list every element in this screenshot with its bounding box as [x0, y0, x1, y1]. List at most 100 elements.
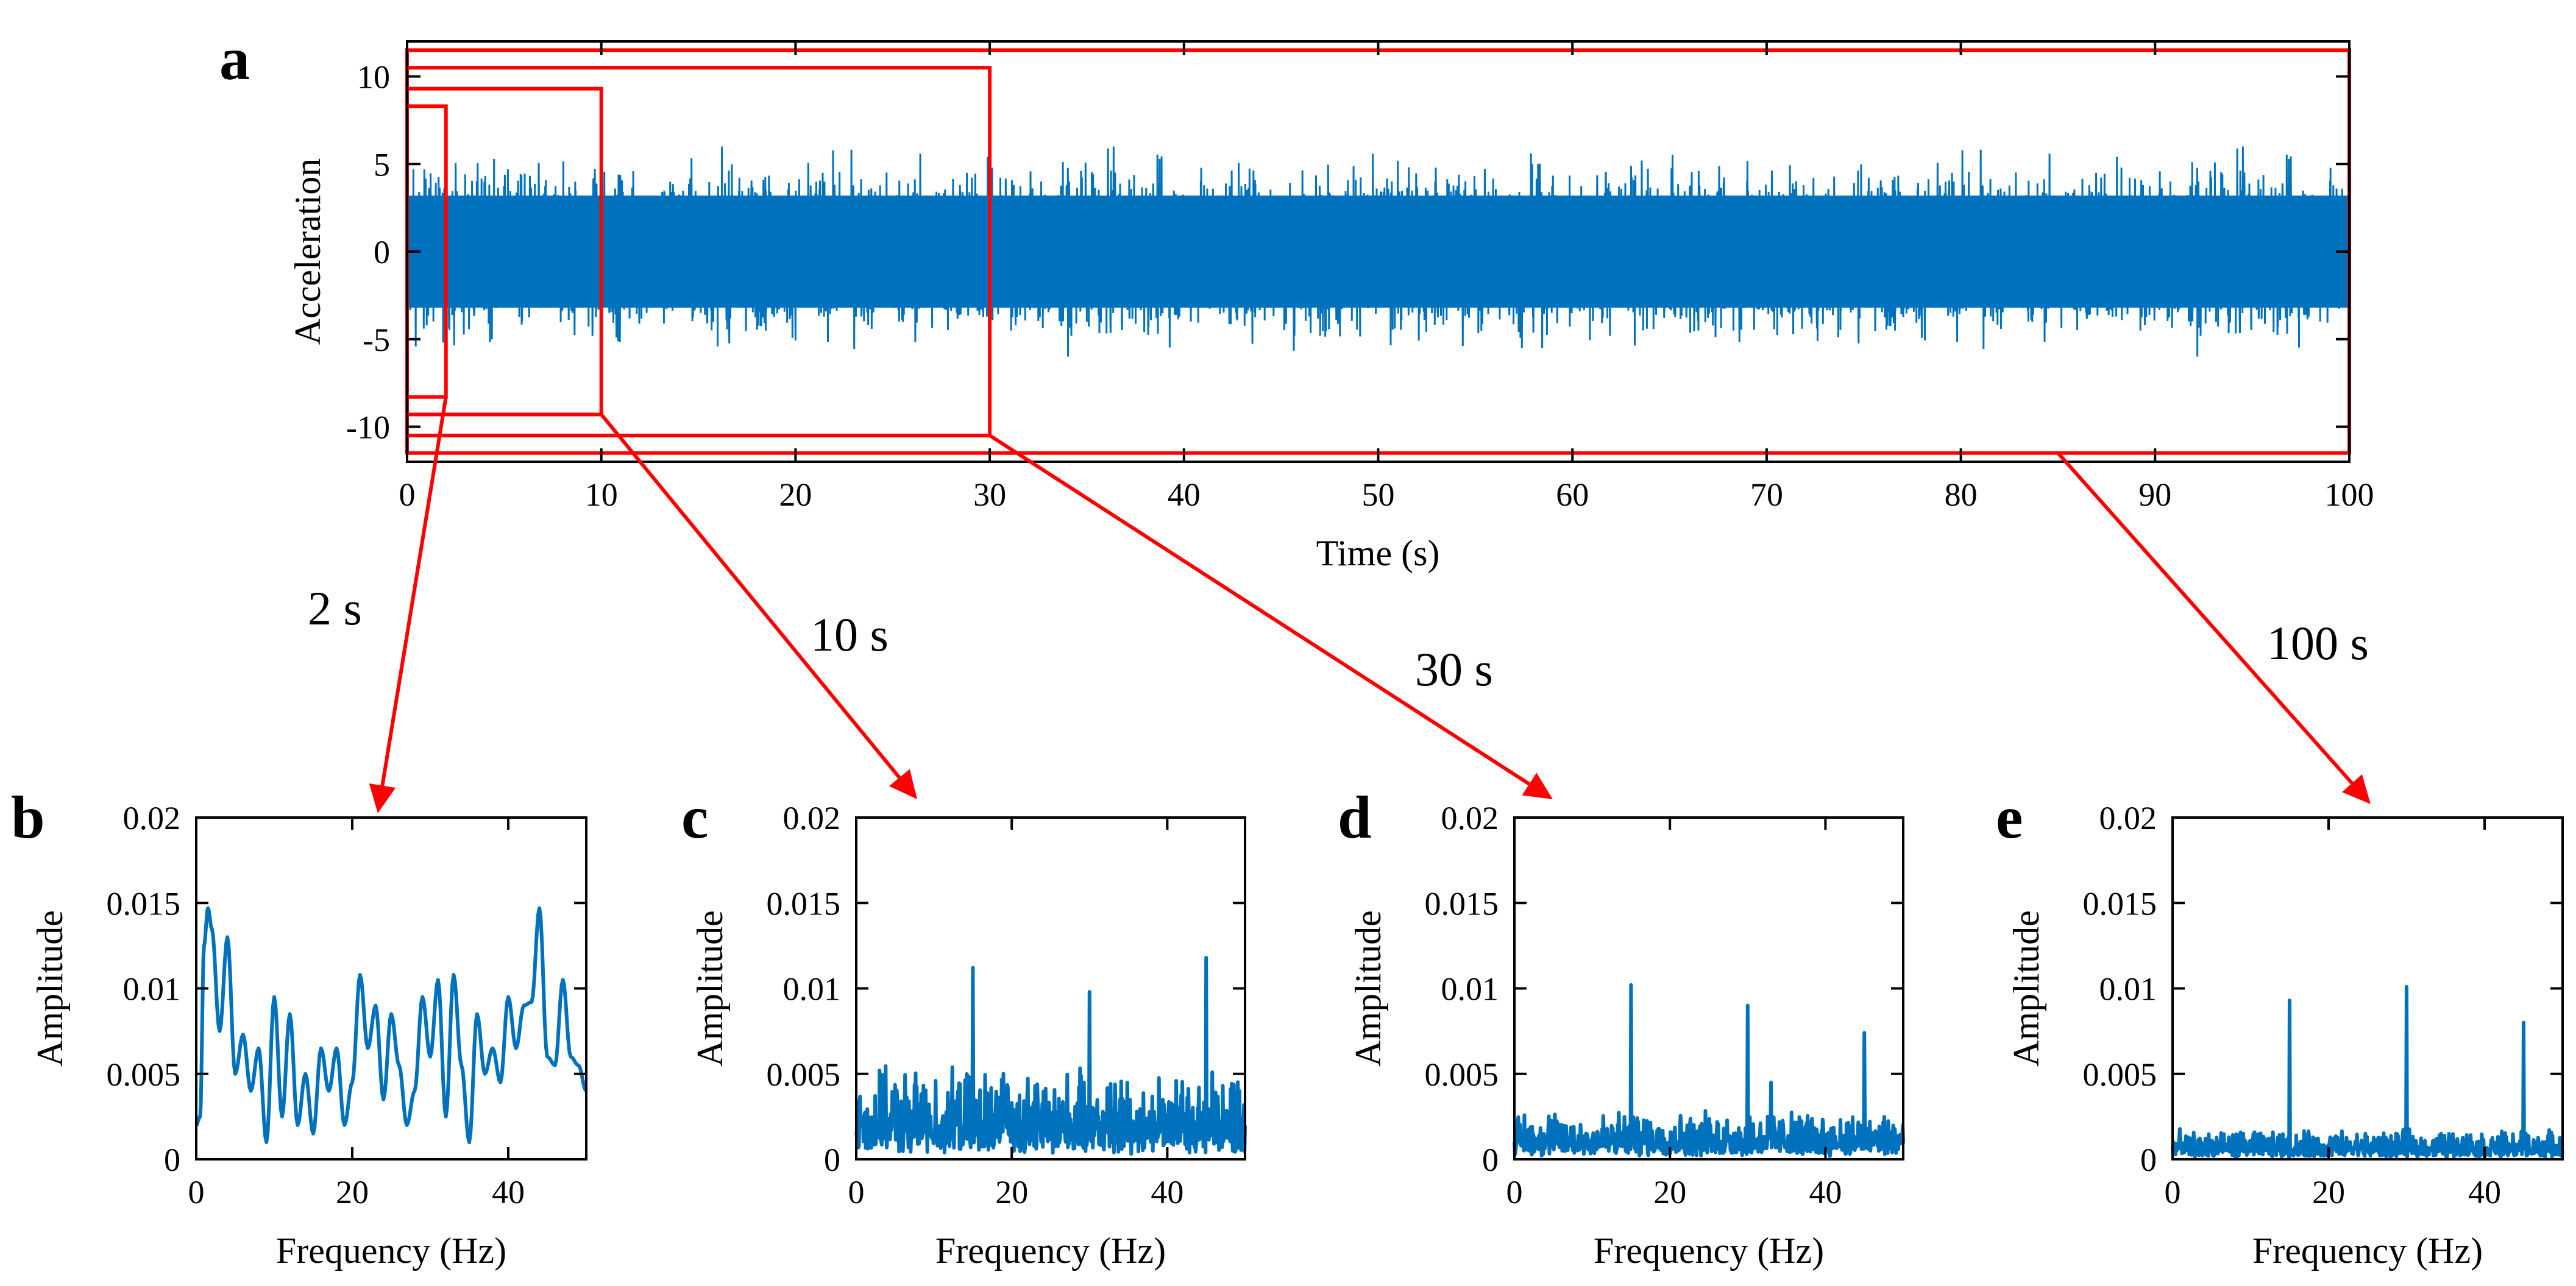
x-tick-label-a: 60	[1556, 476, 1589, 513]
x-tick-label-c: 0	[848, 1174, 865, 1210]
x-tick-label-a: 50	[1362, 476, 1395, 513]
panel-letter-e: e	[1996, 783, 2023, 851]
x-tick-label-a: 40	[1168, 476, 1201, 513]
arrow-line-2s	[380, 397, 448, 786]
arrow-head-2s	[369, 783, 396, 813]
y-ticks-e: 0.02 0.015 0.01 0.005 0	[2083, 800, 2563, 1178]
panel-letter-d: d	[1338, 783, 1372, 851]
y-tick-label-b: 0	[164, 1142, 180, 1178]
duration-label-100s: 100 s	[2267, 617, 2369, 669]
y-axis-label-e: Amplitude	[2006, 910, 2046, 1067]
x-tick-label-e: 40	[2468, 1174, 2501, 1210]
x-tick-label-b: 0	[188, 1174, 205, 1210]
x-tick-label-a: 20	[779, 476, 812, 513]
x-tick-label-e: 0	[2165, 1174, 2181, 1210]
y-axis-label-c: Amplitude	[690, 910, 730, 1067]
x-tick-label-c: 20	[995, 1174, 1028, 1210]
x-ticks-b: 0 20 40	[188, 818, 525, 1210]
y-axis-label-a: Acceleration	[288, 158, 328, 345]
panel-letter-a: a	[219, 25, 250, 93]
y-tick-label-c: 0.005	[767, 1056, 841, 1093]
y-tick-label-d: 0.005	[1425, 1056, 1499, 1093]
panel-letter-c: c	[681, 783, 708, 851]
duration-label-30s: 30 s	[1415, 643, 1493, 696]
x-tick-label-e: 20	[2312, 1174, 2345, 1210]
panel-d: d 0 20 40 0.02 0.015 0.01 0.005 0 Frequency (H…	[1338, 783, 1905, 1271]
y-tick-label-c: 0	[824, 1142, 840, 1178]
spectrum-line-b	[195, 906, 588, 1144]
x-tick-label-a: 70	[1750, 476, 1783, 513]
x-tick-label-b: 40	[492, 1174, 525, 1210]
arrow-line-30s	[988, 434, 1530, 786]
x-ticks-c: 0 20 40	[848, 818, 1183, 1210]
arrow-head-10s	[889, 769, 917, 799]
x-tick-label-d: 20	[1653, 1174, 1686, 1210]
y-tick-label-d: 0.015	[1425, 885, 1499, 922]
x-tick-label-d: 0	[1506, 1174, 1523, 1210]
y-tick-label-e: 0.02	[2099, 800, 2157, 836]
panel-b: b 0 20 40 0.02 0.015 0.01 0.005 0 Frequency (H…	[11, 783, 588, 1271]
arrow-head-30s	[1522, 772, 1553, 799]
y-ticks-c: 0.02 0.015 0.01 0.005 0	[767, 800, 1245, 1178]
y-tick-label-d: 0	[1482, 1142, 1499, 1178]
arrow-head-100s	[2341, 774, 2371, 804]
y-tick-label-e: 0.01	[2099, 971, 2157, 1008]
x-tick-label-a: 80	[1945, 476, 1978, 513]
spectrum-trace-d	[1513, 983, 1905, 1158]
y-tick-label-b: 0.01	[123, 971, 181, 1008]
x-ticks-a: 0 10 20 30 40 50 60 70 80 90 100	[399, 41, 2374, 513]
x-tick-label-b: 20	[336, 1174, 369, 1210]
x-ticks-d: 0 20 40	[1506, 818, 1842, 1210]
y-tick-label-d: 0.01	[1441, 971, 1499, 1008]
x-axis-label-e: Frequency (Hz)	[2252, 1231, 2483, 1271]
axes-frame-e	[2171, 816, 2564, 1161]
acceleration-signal	[406, 146, 2351, 357]
x-tick-label-d: 40	[1809, 1174, 1842, 1210]
x-tick-label-c: 40	[1151, 1174, 1183, 1210]
arrow-line-100s	[2056, 451, 2354, 785]
x-ticks-e: 0 20 40	[2165, 818, 2501, 1210]
spectrum-line-c	[854, 956, 1247, 1156]
x-axis-label-a: Time (s)	[1316, 533, 1440, 573]
y-tick-label-b: 0.015	[107, 885, 181, 922]
axes-frame-b	[195, 816, 587, 1161]
y-tick-label-d: 0.02	[1441, 800, 1499, 836]
panel-letter-b: b	[11, 783, 45, 851]
spectrum-line-d	[1513, 983, 1905, 1158]
x-axis-label-d: Frequency (Hz)	[1594, 1231, 1824, 1271]
duration-label-2s: 2 s	[308, 582, 362, 635]
x-tick-label-a: 90	[2138, 476, 2171, 513]
spectrum-trace-e	[2171, 984, 2564, 1159]
y-tick-label-e: 0	[2140, 1142, 2157, 1178]
spectrum-trace-b	[195, 906, 588, 1144]
signal-density-band	[407, 196, 2349, 308]
x-tick-label-a: 100	[2325, 476, 2374, 513]
y-tick-label-b: 0.005	[107, 1056, 181, 1093]
y-tick-label-e: 0.015	[2083, 885, 2157, 922]
panel-e: e 0 20 40 0.02 0.015 0.01 0.005 0 Frequency (H…	[1996, 783, 2564, 1271]
y-tick-label-c: 0.01	[783, 971, 841, 1008]
spectrum-line-e	[2171, 984, 2564, 1159]
y-tick-label-c: 0.02	[783, 800, 841, 836]
x-axis-label-b: Frequency (Hz)	[276, 1231, 506, 1271]
spectrum-trace-c	[854, 956, 1247, 1156]
y-tick-label-a: -10	[346, 409, 390, 446]
y-ticks-a: 10 5 0 -5 -10	[346, 59, 2349, 446]
axes-frame-d	[1513, 816, 1904, 1161]
y-ticks-b: 0.02 0.015 0.01 0.005 0	[107, 800, 586, 1178]
duration-label-10s: 10 s	[811, 608, 889, 661]
x-tick-label-a: 0	[399, 476, 416, 513]
x-tick-label-a: 10	[585, 476, 618, 513]
y-ticks-d: 0.02 0.015 0.01 0.005 0	[1425, 800, 1903, 1178]
y-axis-label-b: Amplitude	[30, 910, 70, 1067]
panel-c: c 0 20 40 0.02 0.015 0.01 0.005 0 Frequency (H…	[681, 783, 1247, 1271]
x-tick-label-a: 30	[973, 476, 1006, 513]
y-tick-label-a: 10	[357, 59, 390, 96]
y-tick-label-a: 5	[374, 146, 390, 183]
y-tick-label-a: -5	[363, 322, 390, 358]
zoom-arrows	[369, 397, 2371, 813]
y-tick-label-a: 0	[374, 234, 390, 270]
y-tick-label-e: 0.005	[2083, 1056, 2157, 1093]
